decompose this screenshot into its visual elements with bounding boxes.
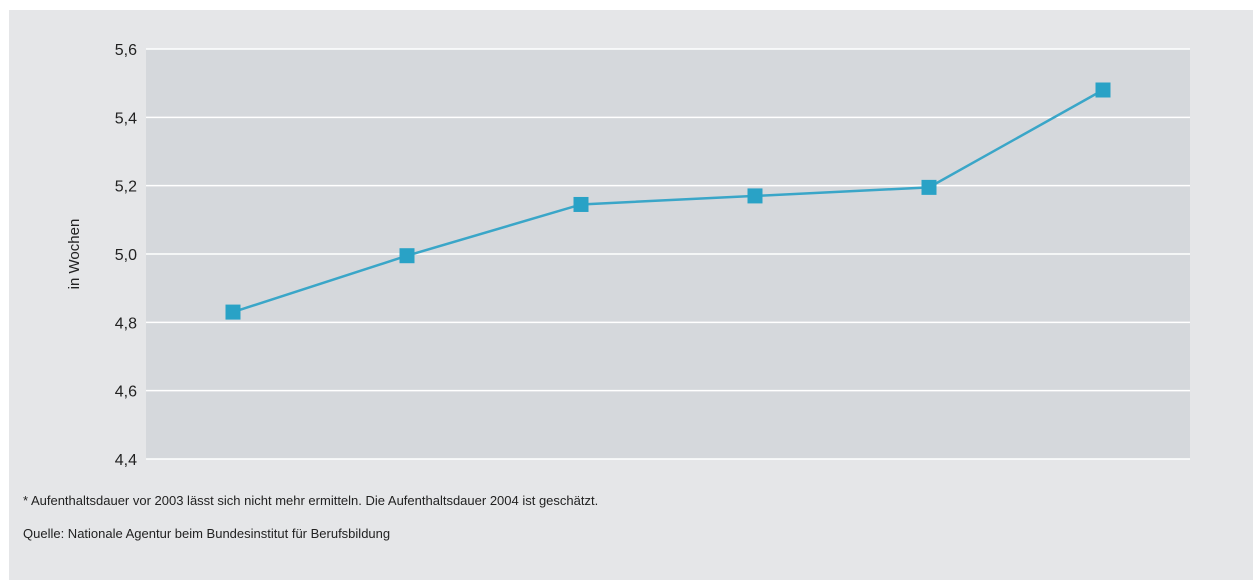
series-line	[232, 88, 1104, 314]
line-chart: 4,44,64,85,05,25,45,6 200320042005200620…	[66, 42, 1190, 469]
y-tick-label: 4,4	[115, 452, 137, 469]
y-tick-label: 5,2	[115, 179, 137, 196]
data-point-marker	[1095, 82, 1111, 98]
y-tick-label: 5,6	[115, 42, 137, 59]
gridlines	[146, 48, 1190, 460]
data-point-marker	[573, 196, 589, 212]
data-point-marker	[399, 248, 415, 264]
footnote: * Aufenthaltsdauer vor 2003 lässt sich n…	[23, 493, 599, 508]
source-note: Quelle: Nationale Agentur beim Bundesins…	[23, 526, 391, 541]
data-point-marker	[921, 179, 937, 195]
data-point-marker	[225, 304, 241, 320]
data-point-marker	[747, 188, 763, 204]
y-axis-ticks: 4,4 4,6 4,8 5,0 5,2 5,4 5,6	[115, 42, 137, 469]
y-tick-label: 5,0	[115, 247, 137, 264]
series-markers	[225, 82, 1111, 320]
y-tick-label: 4,8	[115, 315, 137, 332]
y-tick-label: 5,4	[115, 110, 137, 127]
y-axis-label: in Wochen	[66, 219, 83, 290]
y-tick-label: 4,6	[115, 384, 137, 401]
